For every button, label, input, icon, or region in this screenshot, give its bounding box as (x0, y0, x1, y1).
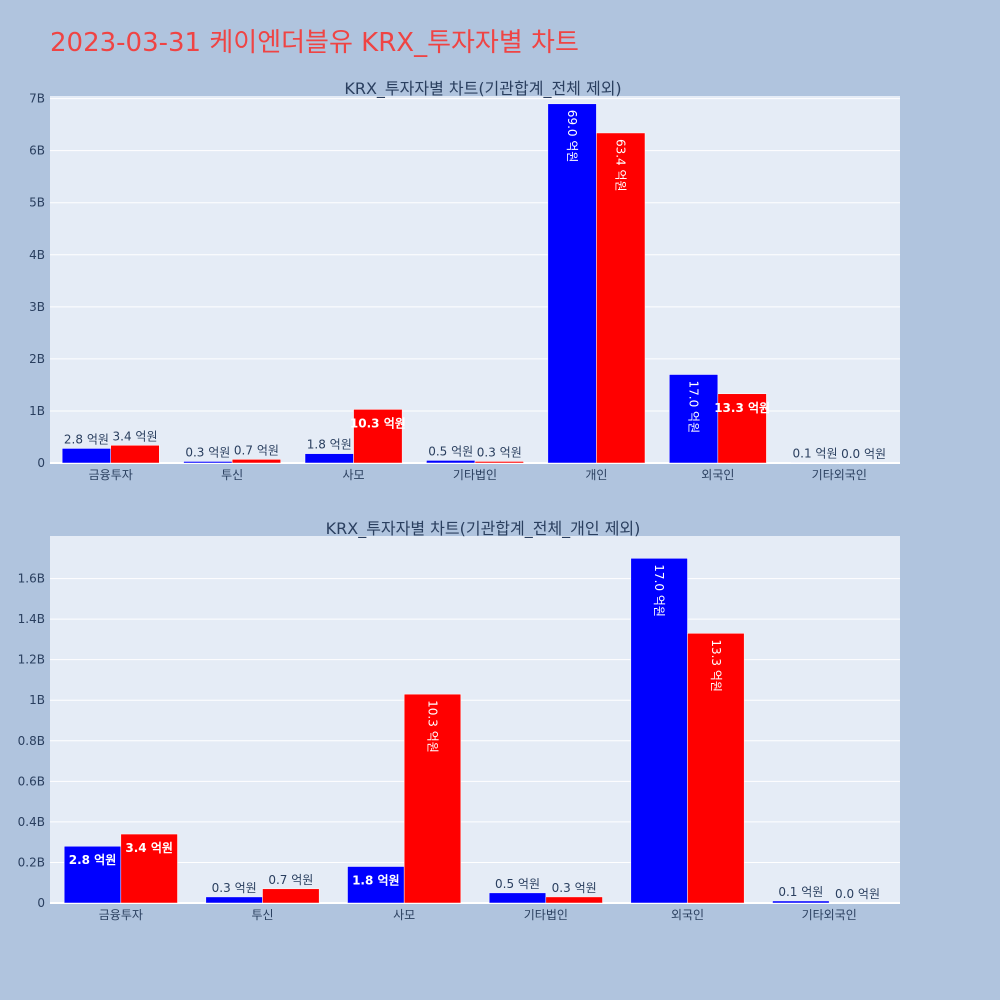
y-tick-label: 3B (29, 300, 45, 314)
chart-bottom: KRX_투자자별 차트(기관합계_전체_개인 제외) 0 0.2B 0.4B 0.6B 0… (18, 519, 900, 922)
bar (262, 888, 320, 904)
data-label: 13.3 억원 (714, 401, 770, 415)
x-tick-label: 투신 (251, 908, 273, 922)
data-label: 2.8 억원 (69, 853, 117, 867)
bar (205, 896, 263, 904)
data-label: 3.4 억원 (125, 841, 173, 855)
data-label: 0.3 억원 (212, 881, 257, 895)
x-tick-label: 기타외국인 (812, 468, 867, 482)
y-tick-label: 7B (29, 92, 45, 106)
bar (353, 409, 403, 464)
x-tick-label: 개인 (585, 468, 607, 482)
bar (61, 448, 111, 464)
x-tick-label: 사모 (343, 468, 365, 482)
chart-title: KRX_투자자별 차트(기관합계_전체 제외) (344, 79, 621, 99)
y-tick-label: 0 (37, 896, 45, 910)
x-tick-label: 외국인 (701, 468, 734, 482)
y-tick-label: 0 (37, 456, 45, 470)
bar (547, 103, 597, 464)
bar (545, 896, 603, 904)
y-tick-label: 1B (29, 404, 45, 418)
y-tick-label: 2B (29, 352, 45, 366)
y-tick-label: 0.2B (18, 855, 45, 869)
data-label: 0.5 억원 (428, 444, 473, 458)
bar (120, 833, 178, 904)
data-label: 17.0 억원 (687, 381, 701, 434)
data-label: 17.0 억원 (652, 564, 666, 617)
y-tick-label: 0.8B (18, 734, 45, 748)
x-tick-label: 사모 (393, 908, 415, 922)
y-tick-label: 5B (29, 196, 45, 210)
y-tick-label: 1B (29, 693, 45, 707)
bar (717, 393, 767, 464)
bar (596, 132, 646, 464)
data-label: 0.3 억원 (185, 445, 230, 459)
y-tick-label: 1.6B (18, 572, 45, 586)
y-tick-label: 4B (29, 248, 45, 262)
bar (669, 374, 719, 464)
y-tick-label: 1.2B (18, 653, 45, 667)
x-tick-label: 기타외국인 (802, 908, 857, 922)
data-label: 1.8 억원 (352, 874, 400, 888)
chart-top: KRX_투자자별 차트(기관합계_전체 제외) 0 1B 2B 3B 4B 5B 6B 7B 금융… (29, 79, 900, 482)
data-label: 0.1 억원 (778, 885, 823, 899)
data-label: 0.5 억원 (495, 877, 540, 891)
bar (630, 558, 688, 904)
x-tick-label: 기타법인 (453, 468, 497, 482)
y-tick-label: 6B (29, 144, 45, 158)
data-label: 0.1 억원 (793, 446, 838, 460)
y-tick-label: 0.6B (18, 774, 45, 788)
data-label: 63.4 억원 (614, 139, 628, 192)
chart-title: KRX_투자자별 차트(기관합계_전체_개인 제외) (326, 519, 641, 539)
bar (231, 459, 281, 464)
data-label: 13.3 억원 (709, 639, 723, 692)
data-label: 0.7 억원 (234, 443, 279, 457)
y-tick-label: 0.4B (18, 815, 45, 829)
bar (110, 445, 160, 464)
bar (403, 693, 462, 904)
x-tick-label: 금융투자 (89, 468, 133, 482)
x-tick-label: 투신 (221, 468, 243, 482)
data-label: 0.0 억원 (835, 887, 880, 901)
data-label: 2.8 억원 (64, 432, 109, 446)
x-tick-label: 기타법인 (524, 908, 568, 922)
bar (304, 453, 354, 464)
y-tick-label: 1.4B (18, 612, 45, 626)
data-label: 69.0 억원 (565, 110, 579, 163)
x-tick-label: 외국인 (671, 908, 704, 922)
x-tick-label: 금융투자 (99, 908, 143, 922)
bar (488, 892, 547, 904)
data-label: 3.4 억원 (113, 429, 158, 443)
bar (63, 845, 122, 904)
data-label: 0.3 억원 (477, 445, 522, 459)
plot-area (50, 536, 900, 903)
bar (426, 460, 476, 464)
page-title: 2023-03-31 케이엔더블유 KRX_투자자별 차트 (50, 28, 579, 58)
bar (347, 866, 405, 904)
data-label: 0.0 억원 (841, 447, 886, 461)
bar (474, 461, 524, 464)
bar (772, 900, 830, 904)
bar (790, 462, 840, 464)
data-label: 10.3 억원 (350, 416, 406, 430)
bar (183, 461, 233, 464)
data-label: 1.8 억원 (307, 438, 352, 452)
bar (687, 633, 745, 904)
data-label: 10.3 억원 (426, 700, 440, 753)
data-label: 0.7 억원 (268, 873, 313, 887)
data-label: 0.3 억원 (552, 881, 597, 895)
